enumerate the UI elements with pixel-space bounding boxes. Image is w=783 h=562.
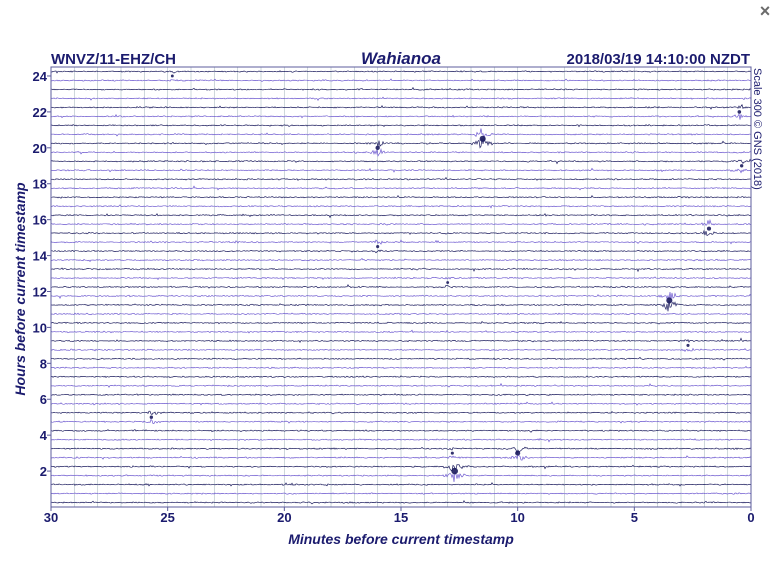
y-tick-label: 2 bbox=[40, 464, 47, 479]
y-tick-label: 6 bbox=[40, 392, 47, 407]
y-tick-label: 14 bbox=[33, 249, 48, 264]
trace-line bbox=[50, 347, 751, 353]
trace-line bbox=[50, 158, 752, 165]
trace-line bbox=[50, 429, 752, 433]
x-tick-label: 20 bbox=[277, 510, 291, 525]
trace-line bbox=[50, 401, 752, 406]
y-tick-label: 8 bbox=[40, 356, 47, 371]
event-burst bbox=[451, 467, 458, 475]
trace-line bbox=[50, 284, 752, 289]
event-burst bbox=[686, 343, 690, 347]
trace-line bbox=[50, 249, 752, 254]
scale-note: Scale 300 © GNS (2018) bbox=[751, 68, 763, 190]
trace-line bbox=[51, 300, 752, 312]
trace-line bbox=[50, 70, 751, 74]
trace-line bbox=[50, 464, 752, 472]
trace-line bbox=[50, 454, 752, 461]
y-tick-label: 24 bbox=[33, 69, 48, 84]
trace-line bbox=[50, 176, 752, 181]
event-burst bbox=[706, 226, 712, 231]
trace-line bbox=[50, 337, 752, 343]
trace-line bbox=[50, 393, 752, 397]
trace-line bbox=[50, 78, 752, 82]
trace-line bbox=[50, 128, 752, 140]
close-icon[interactable]: × bbox=[759, 1, 771, 21]
y-axis-label: Hours before current timestamp bbox=[12, 182, 28, 396]
y-tick-label: 18 bbox=[33, 177, 47, 192]
trace-line bbox=[50, 482, 752, 487]
x-tick-label: 25 bbox=[160, 510, 174, 525]
trace-line bbox=[50, 148, 752, 157]
trace-line bbox=[50, 410, 752, 415]
event-burst bbox=[446, 281, 450, 284]
trace-line bbox=[50, 356, 752, 361]
trace-line bbox=[50, 113, 752, 120]
timestamp: 2018/03/19 14:10:00 NZDT bbox=[567, 51, 750, 68]
trace-line bbox=[50, 213, 752, 219]
y-tick-label: 20 bbox=[33, 141, 47, 156]
event-burst bbox=[170, 74, 174, 78]
trace-line bbox=[50, 103, 752, 110]
trace-line bbox=[50, 204, 752, 209]
x-tick-label: 5 bbox=[631, 510, 638, 525]
trace-line bbox=[50, 137, 752, 149]
trace-line bbox=[50, 239, 752, 245]
trace-line bbox=[50, 438, 752, 443]
event-burst bbox=[666, 297, 673, 304]
trace-line bbox=[50, 218, 752, 226]
y-tick-label: 10 bbox=[33, 320, 47, 335]
event-burst bbox=[375, 145, 380, 150]
trace-line bbox=[50, 492, 752, 495]
trace-line bbox=[50, 167, 752, 174]
y-tick-label: 22 bbox=[33, 105, 47, 120]
y-tick-label: 16 bbox=[33, 213, 47, 228]
trace-line bbox=[50, 375, 752, 379]
trace-line bbox=[50, 471, 752, 483]
trace-line bbox=[50, 86, 752, 91]
event-burst bbox=[515, 450, 521, 456]
event-burst bbox=[149, 415, 154, 419]
trace-line bbox=[50, 446, 752, 455]
seismic-traces bbox=[50, 70, 752, 505]
event-burst bbox=[739, 164, 744, 168]
trace-line bbox=[50, 312, 752, 316]
trace-line bbox=[50, 267, 752, 273]
x-ticks: 30 25 20 15 10 5 0 bbox=[44, 507, 755, 525]
trace-line bbox=[50, 382, 752, 388]
trace-line bbox=[50, 292, 752, 300]
y-tick-label: 12 bbox=[33, 284, 47, 299]
event-burst bbox=[450, 451, 454, 455]
trace-line bbox=[50, 194, 752, 199]
trace-line bbox=[50, 229, 752, 237]
y-tick-label: 4 bbox=[40, 428, 48, 443]
x-tick-label: 15 bbox=[394, 510, 408, 525]
trace-line bbox=[50, 499, 752, 505]
trace-line bbox=[50, 276, 752, 281]
x-tick-label: 0 bbox=[747, 510, 754, 525]
trace-line bbox=[50, 329, 752, 334]
trace-line bbox=[50, 257, 752, 263]
trace-line bbox=[50, 418, 752, 424]
trace-line bbox=[50, 96, 752, 101]
event-burst bbox=[479, 135, 486, 142]
x-tick-label: 10 bbox=[510, 510, 524, 525]
trace-line bbox=[50, 124, 752, 128]
x-axis-label: Minutes before current timestamp bbox=[288, 531, 514, 547]
trace-line bbox=[50, 365, 752, 370]
trace-line bbox=[50, 185, 752, 191]
station-code: WNVZ/11-EHZ/CH bbox=[51, 51, 176, 68]
chart-title: Wahianoa bbox=[361, 49, 441, 68]
event-burst bbox=[376, 245, 380, 249]
event-burst bbox=[737, 110, 742, 114]
x-tick-label: 30 bbox=[44, 510, 58, 525]
trace-line bbox=[50, 320, 752, 325]
